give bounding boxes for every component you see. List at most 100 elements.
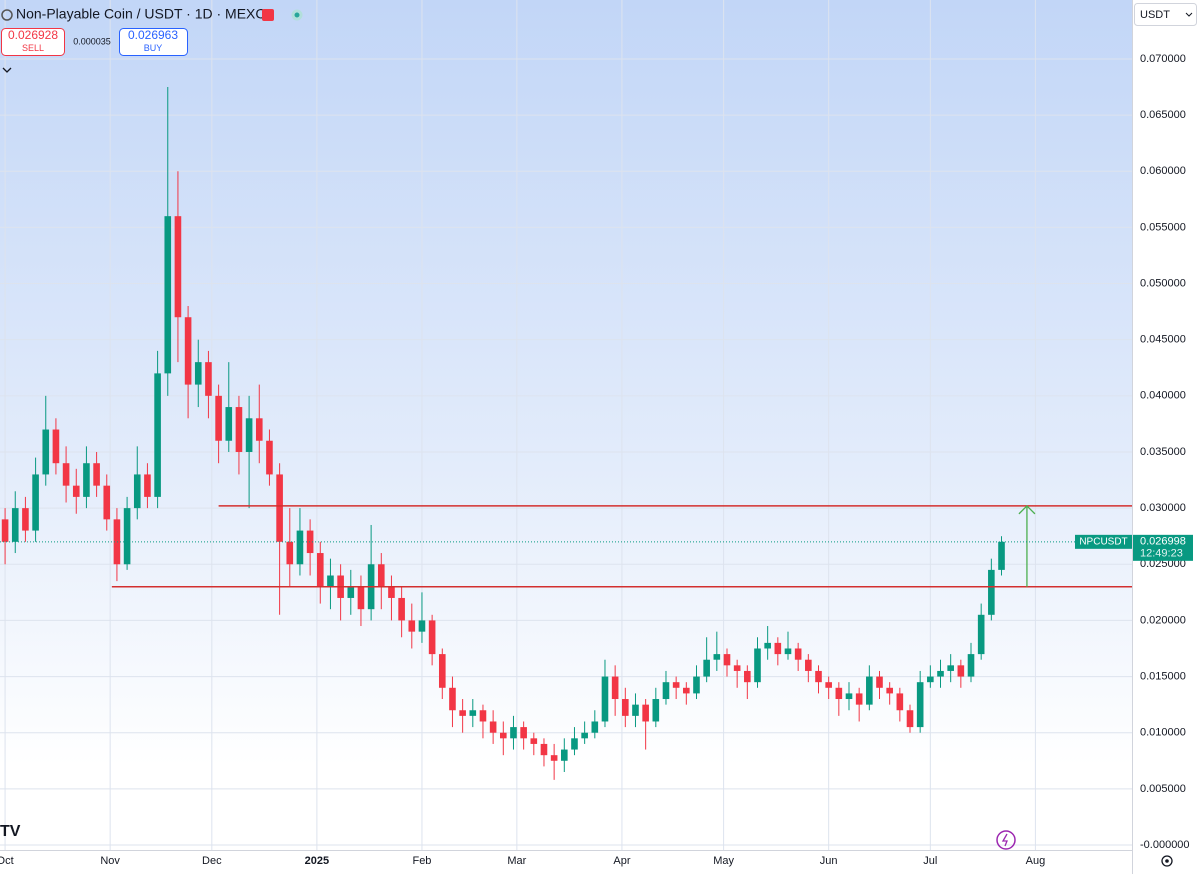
candle-body [977, 614, 985, 655]
candle-body [937, 670, 944, 677]
x-tick-label: Nov [100, 855, 120, 867]
candle-body [764, 642, 771, 649]
candle-body [815, 670, 822, 683]
y-tick-label: 0.020000 [1140, 614, 1186, 626]
candle-body [357, 586, 365, 610]
y-tick-label: 0.025000 [1140, 558, 1186, 570]
lightning-glyph [1001, 833, 1008, 847]
candle-body [774, 642, 782, 655]
candle-body [723, 654, 731, 666]
candle-body [32, 474, 39, 531]
candle-body [733, 665, 741, 671]
candle-body [744, 670, 751, 683]
candle-body [703, 659, 710, 677]
candle-body [581, 732, 588, 739]
candle-body [83, 463, 90, 497]
currency: USDT [1140, 9, 1170, 21]
candle-body [906, 710, 914, 728]
y-tick-label: 0.015000 [1140, 670, 1186, 682]
candle-body [205, 362, 212, 396]
spread: 0.000035 [73, 36, 111, 46]
candle-body [449, 687, 456, 711]
candle-body [235, 407, 243, 452]
drawings [0, 504, 1132, 588]
flag-icon[interactable] [262, 9, 274, 21]
candle-body [520, 727, 527, 739]
candle-body [22, 508, 29, 531]
candle-body [276, 474, 283, 542]
candle-body [154, 373, 161, 497]
candle-body [784, 648, 792, 655]
y-tick-label: 0.040000 [1140, 390, 1186, 402]
candle-body [540, 743, 548, 756]
candle-body [52, 429, 60, 464]
y-tick-label: 0.035000 [1140, 446, 1186, 458]
grid [0, 0, 1132, 850]
candle-body [438, 654, 446, 688]
x-tick-label: Jul [923, 855, 937, 867]
candle-body [510, 727, 517, 739]
collapse-icon[interactable] [2, 67, 12, 73]
candle-body [11, 508, 19, 542]
candle-body [428, 620, 436, 655]
time-axis-background [0, 850, 1132, 874]
candle-body [622, 699, 629, 716]
candle-body [316, 553, 324, 587]
sell-price: 0.026928 [8, 28, 58, 42]
candle-body [794, 648, 802, 660]
candle-body [499, 732, 507, 739]
x-tick-label: Mar [507, 855, 526, 867]
status-dot [291, 9, 303, 21]
candle-body [876, 676, 883, 688]
x-tick-label: Feb [412, 855, 431, 867]
candle-body [72, 485, 80, 497]
candle-body [377, 564, 385, 587]
candle-body [866, 676, 873, 705]
candle-body [133, 474, 141, 509]
candle-body [306, 530, 314, 554]
x-tick-label: Oct [0, 855, 14, 867]
candle-body [225, 407, 233, 441]
countdown-label: 12:49:23 [1140, 548, 1183, 560]
candle-body [998, 541, 1005, 570]
candle-body [62, 463, 70, 486]
candle-body [103, 485, 111, 520]
candle-body [266, 440, 273, 475]
candle-body [42, 429, 50, 475]
buy-price: 0.026963 [128, 28, 178, 42]
candle-body [642, 704, 649, 722]
sell-button[interactable] [1, 28, 65, 56]
candles [1, 87, 1005, 780]
x-tick-label: Aug [1026, 855, 1046, 867]
settings-icon[interactable] [1161, 855, 1173, 867]
candle-body [408, 620, 416, 632]
lightning-icon[interactable] [996, 830, 1016, 850]
candle-body [601, 676, 609, 722]
candle-body [174, 216, 182, 318]
candle-body [93, 463, 100, 486]
candle-body [530, 738, 538, 744]
candle-body [561, 749, 568, 761]
candle-body [886, 687, 893, 694]
candle-body [967, 654, 975, 677]
candle-body [591, 721, 599, 733]
candle-body [245, 418, 253, 452]
x-tick-label: Apr [613, 855, 630, 867]
y-tick-label: 0.030000 [1140, 502, 1186, 514]
buy-button[interactable] [119, 28, 188, 56]
candle-body [418, 620, 426, 632]
x-tick-label: Dec [202, 855, 222, 867]
candle-body [611, 676, 619, 700]
candle-body [489, 721, 497, 733]
candle-body [286, 541, 294, 565]
currency-select[interactable] [1134, 3, 1197, 26]
candle-body [184, 317, 192, 385]
candle-body [164, 216, 172, 374]
arrow [1018, 504, 1036, 587]
price-tag [1133, 534, 1193, 561]
settings-glyph [1165, 859, 1169, 863]
sell-label: SELL [22, 43, 44, 53]
candle-body [845, 693, 853, 700]
